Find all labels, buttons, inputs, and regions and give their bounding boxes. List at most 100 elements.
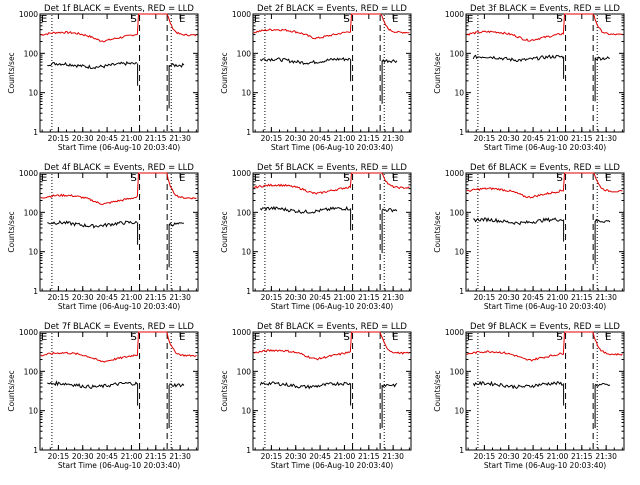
interval-marker: S	[557, 332, 563, 343]
events-series-line	[381, 383, 398, 388]
events-series-line	[381, 207, 398, 213]
interval-marker: E	[41, 14, 47, 25]
x-tick-label: 21:30	[382, 452, 404, 461]
lld-series-line	[253, 172, 410, 195]
interval-marker: E	[392, 14, 398, 25]
x-tick-label: 20:30	[498, 134, 520, 143]
y-tick-label: 10	[454, 89, 464, 98]
plot-frame	[465, 13, 625, 133]
y-axis-label: Counts/sec	[7, 370, 16, 411]
x-tick-label: 21:30	[595, 134, 617, 143]
chart-panel-7: Det 7f BLACK = Events, RED = LLD 1 10 100 10…	[7, 322, 199, 470]
events-series-line	[168, 222, 184, 227]
events-series-line	[472, 380, 564, 390]
y-tick-label: 100	[24, 208, 39, 217]
x-tick-label: 20:30	[498, 452, 520, 461]
y-tick-label: 10	[241, 248, 251, 257]
y-tick-label: 10	[28, 407, 38, 416]
y-tick-label: 1	[459, 128, 464, 137]
x-tick-label: 20:30	[72, 452, 94, 461]
x-tick-label: 20:45	[309, 293, 331, 302]
interval-marker: S	[557, 14, 563, 25]
interval-marker: E	[467, 14, 473, 25]
chart-title: Det 7f BLACK = Events, RED = LLD	[44, 322, 194, 332]
interval-marker: E	[392, 173, 398, 184]
interval-marker: E	[254, 332, 260, 343]
y-tick-label: 1000	[445, 328, 464, 337]
x-tick-label: 21:30	[595, 452, 617, 461]
lld-series-line	[466, 13, 623, 42]
y-tick-label: 1000	[232, 169, 251, 178]
y-tick-label: 100	[237, 367, 252, 376]
events-series-line	[47, 220, 138, 229]
chart-title: Det 3f BLACK = Events, RED = LLD	[470, 4, 620, 14]
y-axis-label: Counts/sec	[433, 211, 442, 252]
y-tick-label: 100	[450, 49, 465, 58]
x-tick-label: 20:15	[261, 134, 283, 143]
x-tick-label: 20:15	[48, 134, 70, 143]
chart-title: Det 6f BLACK = Events, RED = LLD	[470, 163, 620, 173]
x-tick-label: 20:30	[72, 134, 94, 143]
x-tick-label: 20:45	[522, 134, 544, 143]
plot-frame	[465, 331, 625, 451]
x-tick-label: 20:45	[522, 293, 544, 302]
chart-title: Det 1f BLACK = Events, RED = LLD	[44, 4, 194, 14]
interval-marker: S	[344, 332, 350, 343]
plot-frame	[252, 172, 412, 292]
x-tick-label: 20:15	[261, 452, 283, 461]
x-tick-label: 21:30	[169, 134, 191, 143]
interval-marker: S	[557, 173, 563, 184]
x-axis-label: Start Time (06-Aug-10 20:03:40)	[484, 461, 606, 470]
x-tick-label: 20:15	[474, 293, 496, 302]
x-axis-label: Start Time (06-Aug-10 20:03:40)	[58, 302, 180, 311]
interval-marker: E	[605, 332, 611, 343]
y-tick-label: 1000	[19, 328, 38, 337]
chart-title: Det 4f BLACK = Events, RED = LLD	[44, 163, 194, 173]
y-tick-label: 1	[459, 287, 464, 296]
x-tick-label: 21:15	[358, 293, 380, 302]
x-tick-label: 20:15	[48, 452, 70, 461]
y-axis-label: Counts/sec	[220, 211, 229, 252]
y-axis-label: Counts/sec	[7, 52, 16, 93]
y-tick-label: 100	[24, 367, 39, 376]
y-tick-label: 1	[459, 446, 464, 455]
x-tick-label: 21:15	[145, 134, 167, 143]
chart-panel-6: Det 6f BLACK = Events, RED = LLD 1 10 100 10…	[433, 163, 625, 311]
interval-marker: E	[467, 332, 473, 343]
y-tick-label: 1000	[232, 10, 251, 19]
events-series-line	[168, 382, 185, 388]
y-axis-label: Counts/sec	[433, 52, 442, 93]
x-axis-label: Start Time (06-Aug-10 20:03:40)	[271, 302, 393, 311]
x-tick-label: 21:15	[145, 452, 167, 461]
x-tick-label: 21:00	[121, 452, 143, 461]
lld-series-line	[253, 13, 410, 40]
x-axis-label: Start Time (06-Aug-10 20:03:40)	[58, 143, 180, 152]
x-tick-label: 20:15	[261, 293, 283, 302]
x-tick-label: 21:00	[334, 452, 356, 461]
x-tick-label: 21:15	[145, 293, 167, 302]
y-tick-label: 1000	[445, 169, 464, 178]
plot-frame	[465, 172, 625, 292]
chart-panel-2: Det 2f BLACK = Events, RED = LLD 1 10 100 10…	[220, 4, 412, 152]
y-tick-label: 1000	[232, 328, 251, 337]
chart-panel-9: Det 9f BLACK = Events, RED = LLD 1 10 100 10…	[433, 322, 625, 470]
events-series-line	[259, 56, 351, 65]
interval-marker: E	[41, 173, 47, 184]
y-tick-label: 10	[28, 248, 38, 257]
x-tick-label: 21:00	[547, 134, 569, 143]
x-tick-label: 21:00	[121, 293, 143, 302]
plot-frame	[252, 13, 412, 133]
x-axis-label: Start Time (06-Aug-10 20:03:40)	[484, 143, 606, 152]
interval-marker: S	[344, 173, 350, 184]
events-series-line	[168, 62, 185, 68]
interval-marker: E	[179, 173, 185, 184]
x-tick-label: 20:30	[285, 293, 307, 302]
y-tick-label: 100	[237, 49, 252, 58]
y-axis-label: Counts/sec	[220, 52, 229, 93]
plot-frame	[39, 13, 199, 133]
x-tick-label: 20:45	[96, 293, 118, 302]
x-tick-label: 20:45	[309, 452, 331, 461]
x-tick-label: 21:00	[334, 134, 356, 143]
events-series-line	[473, 217, 564, 226]
